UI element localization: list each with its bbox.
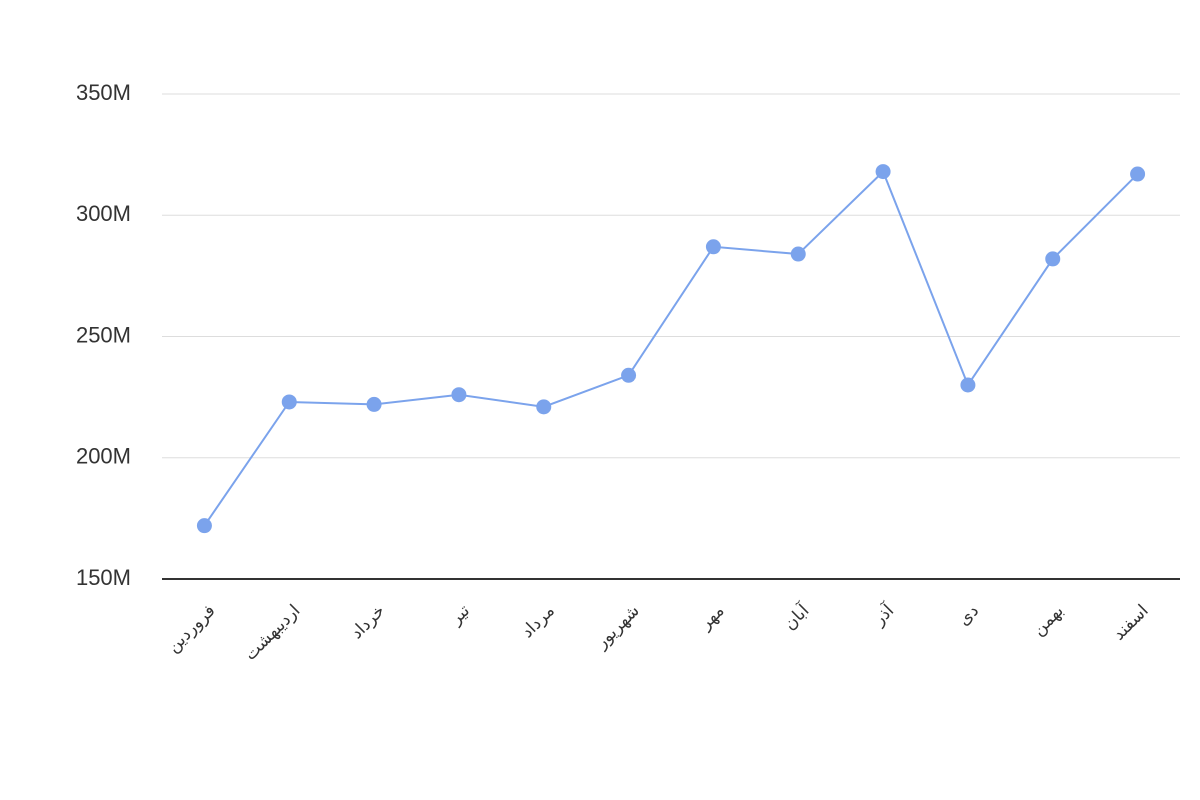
point	[790, 246, 806, 262]
y-tick-label: 200M	[76, 444, 131, 469]
x-tick-label: آذر	[867, 599, 899, 631]
x-tick-label: اسفند	[1109, 601, 1153, 645]
point	[705, 239, 721, 255]
x-tick-label: تیر	[446, 601, 475, 630]
point	[196, 518, 212, 534]
point	[281, 394, 297, 410]
point	[366, 396, 382, 412]
point	[960, 377, 976, 393]
x-tick-label: مهر	[695, 601, 728, 634]
y-tick-label: 250M	[76, 322, 131, 347]
x-tick-label: اردیبهشت	[241, 601, 305, 665]
point	[1045, 251, 1061, 267]
y-tick-label: 300M	[76, 201, 131, 226]
line	[203, 169, 1139, 527]
x-tick-label: فروردین	[164, 601, 220, 657]
x-tick-label: شهریور	[591, 601, 643, 653]
x-tick-label: خرداد	[347, 601, 389, 643]
x-tick-label: بهمن	[1029, 601, 1068, 640]
x-tick-label: آبان	[779, 599, 815, 635]
y-tick-label: 150M	[76, 565, 131, 590]
x-tick-label: دی	[954, 601, 983, 630]
point	[536, 399, 552, 415]
point	[875, 164, 891, 180]
x-tick-label: مرداد	[518, 601, 559, 642]
point	[1130, 166, 1146, 182]
point	[451, 387, 467, 403]
point	[621, 367, 637, 383]
y-tick-label: 350M	[76, 80, 131, 105]
